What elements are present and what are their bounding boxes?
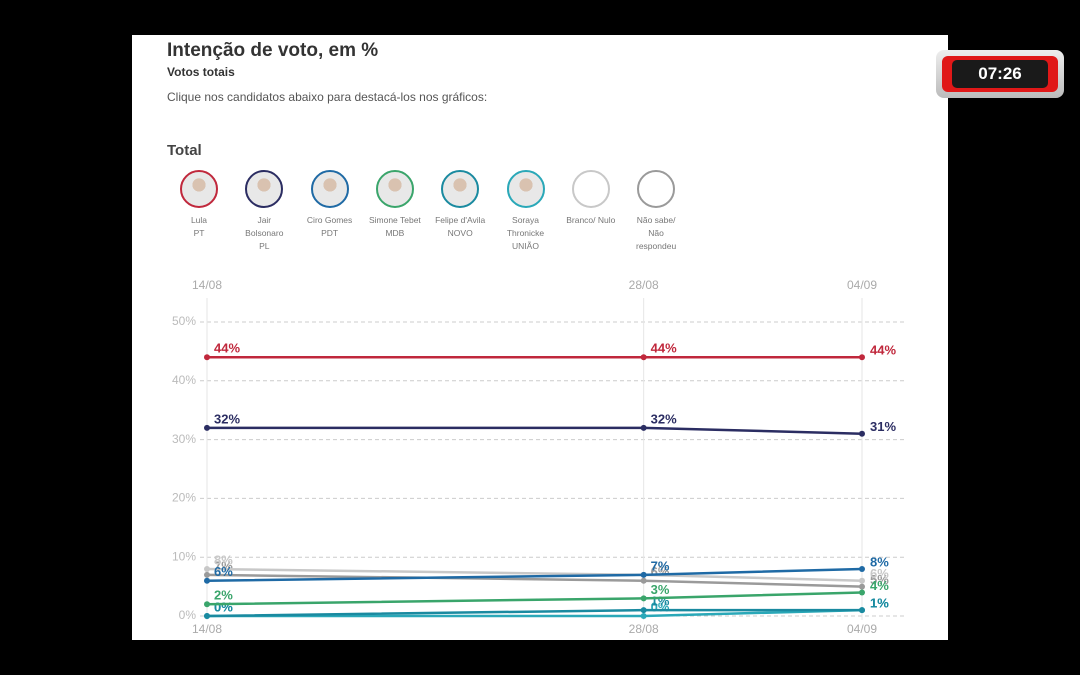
avatar — [637, 170, 676, 208]
legend-item[interactable]: Branco/ Nulo — [558, 170, 624, 227]
value-label: 6% — [870, 566, 889, 581]
point — [640, 577, 647, 584]
point — [204, 601, 210, 608]
point — [859, 607, 865, 614]
value-label: 44% — [870, 343, 896, 358]
legend-name: Não sabe/ Não respondeu — [636, 215, 677, 251]
avatar — [310, 170, 349, 208]
x-tick-label: 14/08 — [192, 622, 222, 636]
value-label: 7% — [651, 558, 670, 573]
avatar — [375, 170, 414, 208]
point — [859, 583, 865, 590]
instruction: Clique nos candidatos abaixo para destac… — [167, 90, 488, 104]
point — [859, 577, 865, 584]
value-label: 5% — [870, 572, 889, 587]
value-label: 1% — [870, 596, 889, 611]
point — [204, 565, 210, 572]
x-tick-label: 04/09 — [847, 278, 877, 292]
y-tick-label: 30% — [172, 432, 196, 446]
legend-item[interactable]: Lula PT — [166, 170, 232, 240]
value-label: 32% — [214, 411, 240, 426]
y-tick-label: 40% — [172, 373, 196, 387]
point — [204, 577, 210, 584]
chart-subtitle: Votos totais — [167, 65, 235, 79]
value-label: 8% — [214, 552, 233, 567]
point — [859, 354, 865, 361]
point — [640, 424, 647, 431]
legend-item[interactable]: Ciro Gomes PDT — [297, 170, 363, 240]
legend: Lula PT Jair Bolsonaro PL Ciro Gomes PDT Simon… — [166, 170, 726, 270]
legend-name: Soraya Thronicke — [506, 215, 545, 238]
value-label: 3% — [651, 582, 670, 597]
value-label: 1% — [870, 596, 889, 611]
legend-name: Jair Bolsonaro — [245, 215, 284, 238]
legend-item[interactable]: Felipe d'Avila NOVO — [427, 170, 493, 240]
point — [640, 613, 647, 619]
y-tick-label: 50% — [172, 314, 196, 328]
value-label: 8% — [870, 554, 889, 569]
point — [640, 354, 647, 361]
value-label: 44% — [214, 341, 240, 356]
legend-name: Ciro Gomes — [306, 215, 353, 225]
point — [204, 613, 210, 619]
section-label: Total — [167, 142, 202, 159]
point — [640, 607, 647, 614]
point — [640, 595, 647, 602]
legend-party: NOVO — [447, 228, 473, 238]
point — [859, 565, 865, 572]
y-tick-label: 0% — [179, 608, 197, 622]
value-label: 31% — [870, 419, 896, 434]
x-tick-label: 28/08 — [629, 622, 659, 636]
timer-frame: 07:26 — [942, 56, 1058, 92]
legend-party: PL — [259, 241, 270, 251]
point — [859, 589, 865, 596]
y-tick-label: 20% — [172, 491, 196, 505]
point — [859, 430, 865, 437]
panel — [132, 35, 948, 640]
legend-item[interactable]: Não sabe/ Não respondeu — [623, 170, 689, 253]
legend-party: UNIÃO — [512, 241, 539, 251]
value-label: 7% — [651, 558, 670, 573]
legend-name: Felipe d'Avila — [435, 215, 486, 225]
y-tick-label: 10% — [172, 549, 196, 563]
avatar — [571, 170, 610, 208]
legend-name: Lula — [190, 215, 208, 225]
point — [640, 571, 647, 578]
value-label: 44% — [651, 341, 677, 356]
x-tick-label: 14/08 — [192, 278, 222, 292]
chart-title: Intenção de voto, em % — [167, 40, 379, 61]
legend-name: Branco/ Nulo — [566, 215, 616, 225]
legend-item[interactable]: Soraya Thronicke UNIÃO — [493, 170, 559, 253]
value-label: 6% — [214, 564, 233, 579]
timer: 07:26 — [936, 50, 1064, 98]
point — [204, 571, 210, 578]
avatar — [506, 170, 545, 208]
value-label: 32% — [651, 411, 677, 426]
legend-item[interactable]: Jair Bolsonaro PL — [231, 170, 297, 253]
x-tick-label: 28/08 — [629, 278, 659, 292]
avatar — [245, 170, 284, 208]
point — [204, 354, 210, 361]
legend-item[interactable]: Simone Tebet MDB — [362, 170, 428, 240]
legend-name: Simone Tebet — [368, 215, 421, 225]
avatar — [180, 170, 218, 208]
avatar — [441, 170, 480, 208]
value-label: 4% — [870, 578, 889, 593]
x-tick-label: 04/09 — [847, 622, 877, 636]
value-label: 2% — [214, 588, 233, 603]
legend-party: PT — [193, 228, 205, 238]
legend-party: MDB — [385, 228, 405, 238]
timer-text: 07:26 — [952, 60, 1048, 88]
point — [204, 424, 210, 431]
legend-party: PDT — [321, 228, 339, 238]
